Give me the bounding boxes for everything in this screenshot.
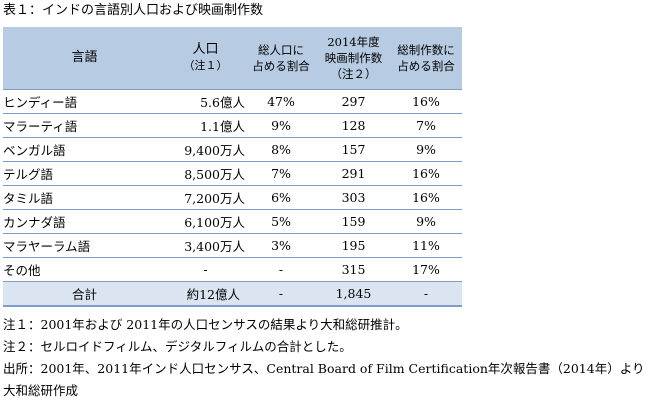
header-population: 人口 （注１） [166, 27, 245, 90]
header-language: 言語 [3, 27, 166, 90]
cell-film-share: 9% [390, 209, 462, 234]
cell-population: 8,500万人 [166, 161, 245, 186]
table-row: ヒンディー語 5.6億人 47% 297 16% [3, 89, 462, 114]
cell-film-share: 11% [390, 233, 462, 258]
cell-language: マラヤーラム語 [3, 233, 166, 258]
cell-population-share: 47% [245, 89, 317, 114]
note-2: 注２：セルロイドフィルム、デジタルフィルムの合計とした。 [3, 339, 352, 354]
cell-language: ヒンディー語 [3, 89, 166, 114]
cell-total-films: 1,845 [317, 281, 390, 307]
cell-language: ベンガル語 [3, 137, 166, 162]
cell-language: その他 [3, 257, 166, 282]
cell-film-share: 16% [390, 161, 462, 186]
cell-population-share: 3% [245, 233, 317, 258]
header-films-line3: （注２） [330, 67, 377, 81]
cell-population: 3,400万人 [166, 233, 245, 258]
header-films-line1: 2014年度 [327, 35, 380, 49]
cell-population-share: - [245, 257, 317, 282]
cell-film-share: 9% [390, 137, 462, 162]
cell-film-share: 16% [390, 185, 462, 210]
header-film-share-line1: 総制作数に [397, 43, 455, 57]
header-films-line2: 映画制作数 [324, 51, 383, 65]
table-row: マラヤーラム語 3,400万人 3% 195 11% [3, 233, 462, 258]
note-1: 注１：2001年および 2011年の人口センサスの結果より大和総研推計。 [3, 317, 408, 332]
table-row: その他 - - 315 17% [3, 257, 462, 282]
header-population-line2: （注１） [183, 59, 228, 72]
table-row: ベンガル語 9,400万人 8% 157 9% [3, 137, 462, 162]
cell-film-share: 17% [390, 257, 462, 282]
cell-population: - [166, 257, 245, 282]
source-note: 出所：2001年、2011年インド人口センサス、Central Board of… [3, 361, 645, 398]
cell-population-share: 6% [245, 185, 317, 210]
cell-language: タミル語 [3, 185, 166, 210]
cell-film-share: 16% [390, 89, 462, 114]
table-row: テルグ語 8,500万人 7% 291 16% [3, 161, 462, 186]
cell-films: 128 [317, 113, 390, 138]
cell-total-label: 合計 [3, 281, 166, 307]
cell-population: 1.1億人 [166, 113, 245, 138]
cell-total-film-share: - [390, 281, 462, 307]
table-row: マラーティ語 1.1億人 9% 128 7% [3, 113, 462, 138]
header-population-share: 総人口に 占める割合 [245, 27, 317, 90]
table-total-row: 合計 約12億人 - 1,845 - [3, 281, 462, 307]
table-title: 表１：インドの言語別人口および映画制作数 [3, 3, 264, 18]
cell-population: 9,400万人 [166, 137, 245, 162]
cell-population-share: 5% [245, 209, 317, 234]
cell-film-share: 7% [390, 113, 462, 138]
cell-total-population-share: - [245, 281, 317, 307]
header-language-label: 言語 [71, 50, 98, 65]
cell-language: マラーティ語 [3, 113, 166, 138]
cell-language: テルグ語 [3, 161, 166, 186]
header-film-share: 総制作数に 占める割合 [390, 27, 462, 90]
cell-population-share: 7% [245, 161, 317, 186]
cell-population: 6,100万人 [166, 209, 245, 234]
cell-population: 7,200万人 [166, 185, 245, 210]
table-row: カンナダ語 6,100万人 5% 159 9% [3, 209, 462, 234]
cell-films: 159 [317, 209, 390, 234]
cell-population-share: 8% [245, 137, 317, 162]
cell-total-population: 約12億人 [166, 281, 245, 307]
cell-films: 303 [317, 185, 390, 210]
table-header-row: 言語 人口 （注１） 総人口に 占める割合 2014年度 映画制作数 （注２） … [3, 27, 462, 90]
cell-films: 195 [317, 233, 390, 258]
cell-films: 157 [317, 137, 390, 162]
cell-language: カンナダ語 [3, 209, 166, 234]
cell-films: 297 [317, 89, 390, 114]
header-film-share-line2: 占める割合 [397, 59, 455, 73]
cell-films: 315 [317, 257, 390, 282]
language-film-table: 言語 人口 （注１） 総人口に 占める割合 2014年度 映画制作数 （注２） … [3, 27, 462, 307]
header-population-line1: 人口 [192, 42, 219, 57]
cell-population: 5.6億人 [166, 89, 245, 114]
table-row: タミル語 7,200万人 6% 303 16% [3, 185, 462, 210]
header-pop-share-line2: 占める割合 [252, 59, 310, 73]
notes: 注１：2001年および 2011年の人口センサスの結果より大和総研推計。 注２：… [3, 314, 653, 402]
cell-population-share: 9% [245, 113, 317, 138]
header-films: 2014年度 映画制作数 （注２） [317, 27, 390, 90]
cell-films: 291 [317, 161, 390, 186]
header-pop-share-line1: 総人口に [258, 43, 304, 57]
